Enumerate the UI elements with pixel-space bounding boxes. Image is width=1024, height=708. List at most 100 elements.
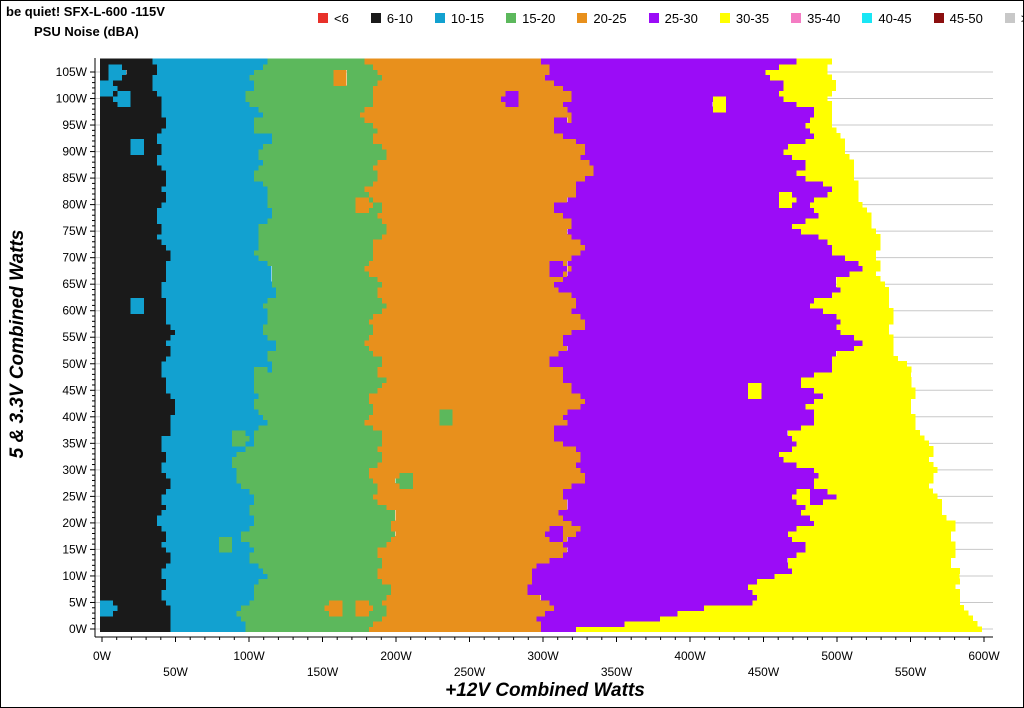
heatmap-cell-run bbox=[549, 69, 766, 76]
heatmap-cell-run bbox=[364, 106, 568, 113]
heatmap-cell-run bbox=[853, 345, 894, 352]
heatmap-cell-run bbox=[783, 148, 845, 155]
legend-swatch bbox=[370, 13, 381, 23]
heatmap-cell-run bbox=[452, 419, 568, 426]
heatmap-cell-run bbox=[796, 440, 929, 447]
heatmap-cell-run bbox=[377, 286, 559, 293]
heatmap-cell-run bbox=[540, 626, 577, 633]
heatmap-cell-run bbox=[562, 339, 863, 346]
heatmap-cell-run bbox=[787, 143, 846, 150]
heatmap-cell-run bbox=[562, 493, 793, 500]
heatmap-cell-run bbox=[382, 451, 581, 458]
heatmap-cell-run bbox=[143, 302, 166, 309]
heatmap-cell-run bbox=[752, 589, 960, 596]
heatmap-cell-run bbox=[840, 286, 890, 293]
heatmap-cell-run bbox=[130, 90, 158, 97]
heatmap-cell-run bbox=[580, 392, 749, 399]
heatmap-cell-run bbox=[254, 499, 378, 505]
heatmap-cell-run bbox=[99, 599, 113, 606]
heatmap-cell-run bbox=[161, 493, 255, 500]
heatmap-cell-run bbox=[267, 419, 365, 426]
heatmap-cell-run bbox=[117, 101, 131, 108]
heatmap-cell-run bbox=[161, 127, 255, 134]
heatmap-cell-run bbox=[373, 313, 581, 320]
x-tick-label: 100W bbox=[233, 649, 265, 663]
heatmap-cell-run bbox=[505, 90, 519, 97]
heatmap-cell-run bbox=[536, 562, 788, 569]
heatmap-cell-run bbox=[236, 477, 374, 484]
heatmap-cell-run bbox=[540, 621, 625, 627]
legend-swatch bbox=[862, 13, 873, 23]
heatmap-cell-run bbox=[245, 430, 255, 436]
heatmap-cell-run bbox=[245, 621, 374, 627]
heatmap-cell-run bbox=[232, 456, 382, 463]
heatmap-cell-run bbox=[165, 387, 255, 394]
heatmap-cell-run bbox=[130, 95, 162, 102]
heatmap-cell-run bbox=[161, 446, 246, 452]
heatmap-cell-run bbox=[254, 583, 391, 590]
heatmap-cell-run bbox=[245, 90, 374, 97]
heatmap-cell-run bbox=[267, 334, 369, 341]
legend-swatch bbox=[1004, 13, 1015, 23]
legend-label: 6-10 bbox=[386, 10, 413, 26]
heatmap-cell-run bbox=[386, 610, 546, 617]
heatmap-cell-run bbox=[263, 568, 378, 574]
heatmap-cell-run bbox=[712, 95, 726, 102]
heatmap-cell-run bbox=[382, 355, 550, 362]
heatmap-cell-run bbox=[157, 520, 255, 527]
heatmap-cell-run bbox=[576, 180, 824, 187]
heatmap-cell-run bbox=[756, 578, 960, 585]
heatmap-cell-run bbox=[774, 573, 960, 580]
heatmap-cell-run bbox=[554, 430, 788, 436]
legend-item: 20-25 bbox=[577, 11, 627, 26]
heatmap-cell-run bbox=[368, 318, 585, 325]
heatmap-cell-run bbox=[355, 599, 369, 606]
heatmap-cell-run bbox=[386, 154, 581, 161]
heatmap-cells bbox=[99, 58, 982, 633]
heatmap-cell-run bbox=[368, 599, 382, 606]
heatmap-cell-run bbox=[236, 472, 369, 479]
y-tick-label: 85W bbox=[62, 171, 87, 185]
heatmap-cell-run bbox=[390, 520, 572, 527]
heatmap-cell-run bbox=[549, 361, 832, 367]
heatmap-cell-run bbox=[170, 615, 241, 622]
heatmap-cell-run bbox=[161, 202, 268, 208]
heatmap-cell-run bbox=[452, 414, 563, 421]
heatmap-cell-run bbox=[399, 472, 413, 479]
heatmap-cell-run bbox=[99, 419, 171, 426]
heatmap-cell-run bbox=[796, 525, 956, 532]
heatmap-cell-run bbox=[130, 302, 144, 309]
heatmap-cell-run bbox=[99, 461, 162, 468]
x-tick-label: 0W bbox=[93, 649, 112, 663]
heatmap-cell-run bbox=[258, 148, 387, 155]
heatmap-cell-run bbox=[562, 525, 581, 532]
heatmap-cell-run bbox=[161, 95, 246, 102]
heatmap-cell-run bbox=[165, 265, 272, 272]
heatmap-cell-run bbox=[271, 207, 356, 214]
legend-item: 10-15 bbox=[434, 11, 484, 26]
heatmap-cell-run bbox=[99, 164, 162, 171]
heatmap-cell-run bbox=[796, 552, 956, 558]
heatmap-cell-run bbox=[161, 525, 250, 532]
heatmap-cell-run bbox=[121, 74, 153, 81]
heatmap-cell-run bbox=[580, 154, 793, 161]
heatmap-cell-run bbox=[831, 366, 912, 373]
heatmap-cell-run bbox=[99, 536, 166, 543]
heatmap-cell-run bbox=[382, 202, 554, 208]
heatmap-cell-run bbox=[377, 387, 572, 394]
heatmap-cell-run bbox=[562, 371, 815, 378]
heatmap-cell-run bbox=[99, 408, 175, 415]
heatmap-cell-run bbox=[99, 292, 162, 298]
heatmap-cell-run bbox=[263, 143, 383, 150]
heatmap-cell-run bbox=[99, 313, 166, 320]
heatmap-cell-run bbox=[554, 122, 806, 129]
heatmap-cell-run bbox=[165, 175, 255, 182]
heatmap-cell-run bbox=[809, 493, 837, 500]
heatmap-cell-run bbox=[258, 578, 383, 585]
heatmap-cell-run bbox=[770, 74, 832, 81]
heatmap-cell-run bbox=[584, 244, 832, 251]
heatmap-cell-run bbox=[373, 90, 506, 97]
heatmap-cell-run bbox=[99, 414, 171, 421]
heatmap-cell-run bbox=[165, 117, 255, 123]
heatmap-cell-run bbox=[174, 403, 255, 410]
